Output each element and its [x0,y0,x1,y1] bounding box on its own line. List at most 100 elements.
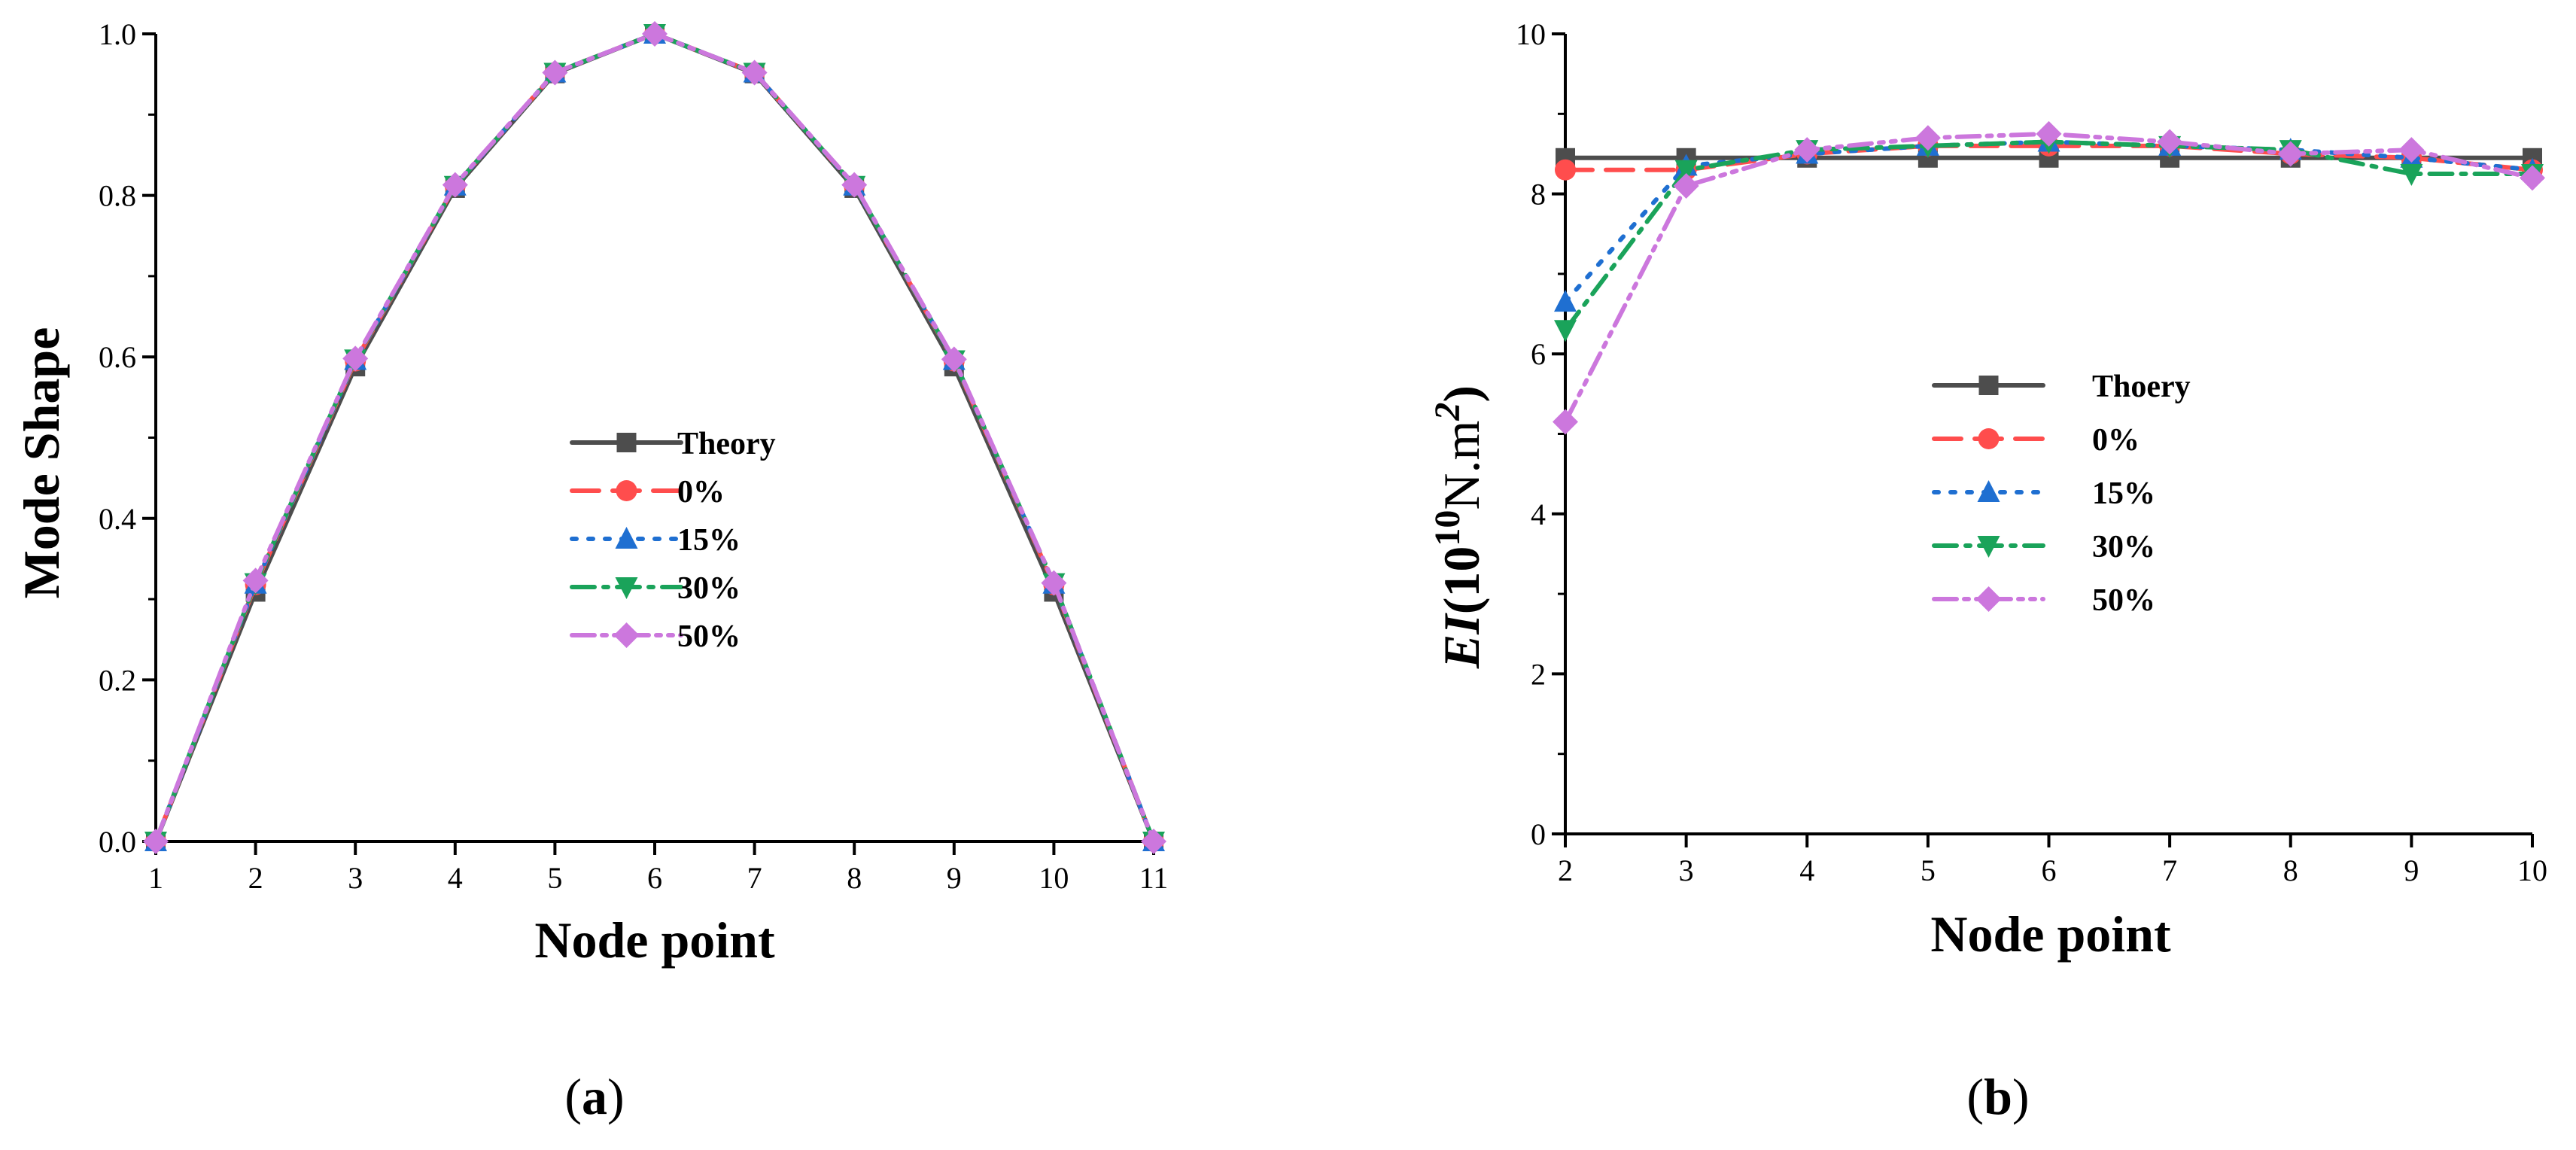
panel-b-point-50pct [2157,129,2183,155]
panel-a-series-line-theory [154,32,1156,844]
panel-b-legend: Thoery 0% 15% 30% 50% [1932,370,2191,618]
panel-a-x-tick-label: 3 [348,861,363,895]
panel-b-legend-marker-50pct [1975,586,2002,612]
panel-a-plot-area: 0.0 0.2 0.4 0.6 0.8 1.0 1 2 3 4 5 6 7 8 9 10 11 [99,17,1168,895]
panel-b-legend-marker-thoery [1978,376,1999,395]
ylabel-unit2: N.m [1433,421,1490,510]
panel-a-point-50pct [1141,829,1166,854]
ylabel-exp: 10 [1428,510,1467,546]
panel-b-legend-label-0pct: 0% [2092,423,2140,458]
panel-a-y-tick-label: 0.6 [99,340,136,374]
ylabel-ei: EI [1433,613,1490,669]
panel-a-x-tick-label: 7 [747,861,762,895]
panel-b-y-tick-label: 4 [1531,497,1546,531]
panel-a-x-tick-label: 11 [1139,861,1169,895]
panel-b-point-0pct [1555,159,1576,181]
panel-b-point-50pct [1673,172,1699,199]
panel-a-y-tick-label: 1.0 [99,17,136,51]
panel-b-x-tick-label: 9 [2404,853,2419,887]
panel-a-point-50pct [642,21,668,47]
panel-a-x-tick-label: 10 [1039,861,1069,895]
panel-a-caption-letter: a [582,1068,607,1125]
panel-a-legend-marker-30pct [615,577,638,599]
panel-a-y-tick-label: 0.4 [99,502,136,536]
panel-a-point-50pct [941,346,967,373]
panel-b-legend-marker-0pct [1978,428,2000,449]
panel-a-point-50pct [143,829,169,854]
panel-b-legend-label-15pct: 15% [2092,476,2155,511]
panel-a-legend-label-theory: Theory [677,427,776,461]
panel-a-x-tick-label: 6 [647,861,662,895]
panel-b-y-tick-label: 8 [1531,178,1546,211]
panel-a-series-line-0pct [154,32,1156,844]
panel-a-point-50pct [342,345,369,372]
panel-a-x-tick-label: 5 [547,861,562,895]
panel-b-legend-label-50pct: 50% [2092,583,2155,618]
panel-b-y-tick-label: 2 [1531,657,1546,691]
panel-b-y-axis-title: EI(1010N.m2) [1428,385,1490,669]
ylabel-exp2: 2 [1428,403,1467,421]
ylabel-close: ) [1433,385,1490,403]
panel-a-legend-marker-50pct [613,622,640,648]
panel-b-x-tick-label: 7 [2162,853,2177,887]
panel-b-point-15pct [1554,290,1577,312]
panel-a-series-line-50pct [154,32,1156,844]
panel-b-point-30pct [2400,164,2423,187]
panel-a-x-axis-title: Node point [534,911,775,969]
ylabel-unit: (10 [1433,546,1490,615]
panel-a-legend-marker-0pct [616,480,637,501]
panel-b-legend-label-thoery: Thoery [2092,370,2191,404]
panel-b-y-tick-label: 6 [1531,337,1546,371]
panel-a-point-50pct [841,172,868,198]
panel-b-point-30pct [1554,320,1577,342]
panel-b-point-50pct [2277,141,2304,167]
panel-a-x-tick-label: 9 [947,861,962,895]
panel-b-x-tick-label: 6 [2042,853,2057,887]
panel-a-point-50pct [741,59,768,86]
panel-b-caption-letter: b [1984,1068,2012,1125]
panel-a-x-tick-label: 4 [448,861,463,895]
panel-a-legend-label-0pct: 0% [677,475,725,510]
panel-a-y-tick-label: 0.8 [99,179,136,213]
panel-a-legend: Theory 0% 15% 30% 50% [570,427,776,654]
panel-b-point-30pct [1674,160,1698,182]
panel-a-y-tick-label: 0.2 [99,663,136,697]
panel-b-legend-marker-15pct [1977,480,2000,502]
panel-b-y-tick-label: 0 [1531,817,1546,851]
panel-a-series-line-15pct [154,32,1156,844]
panel-b-point-50pct [1553,409,1578,435]
panel-b-x-axis-title: Node point [1930,905,2171,963]
panel-b-x-tick-label: 3 [1679,853,1694,887]
panel-b-x-tick-label: 10 [2517,853,2547,887]
panel-a-caption: (a) [564,1068,624,1125]
panel-a-point-50pct [442,172,468,198]
panel-a-y-tick-label: 0.0 [99,825,136,859]
panel-b-point-50pct [2520,165,2545,191]
panel-b-point-50pct [1794,137,1820,163]
panel-a-point-50pct [1041,570,1067,596]
panel-a-x-tick-label: 1 [148,861,163,895]
panel-a-legend-marker-15pct [615,527,638,549]
panel-b-legend-marker-30pct [1977,536,2000,558]
panel-a-legend-marker-theory [616,433,637,452]
panel-a-y-axis-title: Mode Shape [13,327,70,599]
panel-a-series-line-30pct [154,32,1156,844]
panel-b-legend-label-30pct: 30% [2092,530,2155,564]
panel-b-point-50pct [2398,137,2425,163]
panel-b-series-line-30pct [1563,139,2535,333]
panel-b-y-tick-label: 10 [1516,17,1546,51]
panel-a-legend-label-30pct: 30% [677,571,741,606]
panel-b-x-tick-label: 8 [2283,853,2298,887]
panel-a-legend-label-15pct: 15% [677,523,741,558]
panel-b-point-50pct [1915,125,1941,151]
panel-b-caption: (b) [1966,1068,2029,1125]
panel-a-x-tick-label: 8 [847,861,862,895]
panel-b-x-tick-label: 4 [1799,853,1814,887]
panel-a-point-50pct [542,59,568,86]
panel-a-x-tick-label: 2 [248,861,263,895]
panel-b-x-tick-label: 5 [1921,853,1936,887]
panel-b-x-tick-label: 2 [1558,853,1573,887]
